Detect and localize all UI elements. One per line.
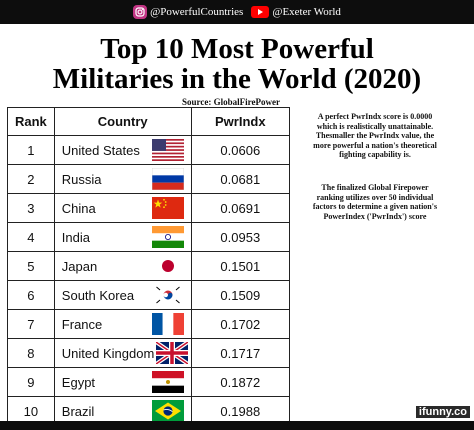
- rank-cell: 3: [7, 193, 55, 223]
- header-country: Country: [53, 107, 192, 136]
- india-flag-icon: [151, 226, 184, 248]
- score-cell: 0.1702: [190, 309, 291, 339]
- table-header-row: Rank Country PwrIndx: [7, 107, 291, 136]
- score-cell: 0.1872: [190, 367, 291, 397]
- table-row: 9 Egypt 0.1872: [7, 367, 291, 397]
- header-pwrindx: PwrIndx: [190, 107, 291, 136]
- table-row: 8 United Kingdom 0.1717: [7, 338, 291, 368]
- table-row: 4 India 0.0953: [7, 222, 291, 252]
- table-row: 5 Japan 0.1501: [7, 251, 291, 281]
- country-name: Japan: [61, 259, 98, 274]
- page-title-line-2: Militaries in the World (2020): [52, 63, 422, 95]
- country-name: South Korea: [61, 288, 135, 303]
- country-cell: Russia: [53, 164, 192, 194]
- table-row: 1 United States 0.0606: [7, 135, 291, 165]
- russia-flag-icon: [151, 168, 184, 190]
- rank-cell: 8: [7, 338, 55, 368]
- table-row: 7 France 0.1702: [7, 309, 291, 339]
- country-name: China: [61, 201, 96, 216]
- table-row: 2 Russia 0.0681: [7, 164, 291, 194]
- country-cell: Egypt: [53, 367, 192, 397]
- rank-cell: 6: [7, 280, 55, 310]
- china-flag-icon: [151, 197, 184, 219]
- score-cell: 0.0953: [190, 222, 291, 252]
- score-cell: 0.1717: [190, 338, 291, 368]
- rankings-table: Rank Country PwrIndx 1 United States 0.0…: [7, 107, 291, 426]
- country-cell: China: [53, 193, 192, 223]
- japan-flag-icon: [151, 255, 184, 277]
- table-row: 3 China 0.0691: [7, 193, 291, 223]
- country-name: Egypt: [61, 375, 96, 390]
- pwrindx-explanation-note: A perfect PwrIndx score is 0.0000 which …: [313, 112, 437, 159]
- rank-cell: 7: [7, 309, 55, 339]
- instagram-icon: [133, 5, 148, 19]
- country-name: Russia: [61, 172, 102, 187]
- rank-cell: 9: [7, 367, 55, 397]
- score-cell: 0.0606: [190, 135, 291, 165]
- bottom-bar: [0, 421, 474, 430]
- country-name: France: [61, 317, 103, 332]
- rank-cell: 1: [7, 135, 55, 165]
- table-row: 6 South Korea 0.1509: [7, 280, 291, 310]
- score-cell: 0.0691: [190, 193, 291, 223]
- country-name: Brazil: [61, 404, 95, 419]
- rank-cell: 5: [7, 251, 55, 281]
- page-title-line-1: Top 10 Most Powerful: [100, 33, 374, 65]
- france-flag-icon: [151, 313, 184, 335]
- uk-flag-icon: [155, 342, 188, 364]
- usa-flag-icon: [151, 139, 184, 161]
- country-cell: United Kingdom: [53, 338, 192, 368]
- score-cell: 0.1501: [190, 251, 291, 281]
- rank-cell: 2: [7, 164, 55, 194]
- watermark: ifunny.co: [415, 406, 470, 418]
- country-cell: Japan: [53, 251, 192, 281]
- country-name: United Kingdom: [61, 346, 155, 361]
- instagram-handle[interactable]: @PowerfulCountries: [133, 5, 243, 19]
- youtube-handle-text: @Exeter World: [272, 6, 341, 18]
- ranking-method-note: The finalized Global Firepower ranking u…: [312, 183, 438, 221]
- country-cell: United States: [53, 135, 192, 165]
- country-cell: India: [53, 222, 192, 252]
- youtube-handle[interactable]: @Exeter World: [251, 6, 341, 18]
- youtube-icon: [251, 6, 270, 18]
- south-korea-flag-icon: [151, 284, 184, 306]
- rank-cell: 4: [7, 222, 55, 252]
- source-credit: Source: GlobalFirePower: [182, 97, 280, 107]
- brazil-flag-icon: [151, 400, 184, 422]
- country-name: India: [61, 230, 90, 245]
- social-header-bar: @PowerfulCountries @Exeter World: [0, 0, 474, 24]
- score-cell: 0.1509: [190, 280, 291, 310]
- score-cell: 0.0681: [190, 164, 291, 194]
- instagram-handle-text: @PowerfulCountries: [150, 6, 244, 18]
- country-cell: France: [53, 309, 192, 339]
- country-name: United States: [61, 143, 140, 158]
- header-rank: Rank: [7, 107, 55, 136]
- country-cell: South Korea: [53, 280, 192, 310]
- egypt-flag-icon: [151, 371, 184, 393]
